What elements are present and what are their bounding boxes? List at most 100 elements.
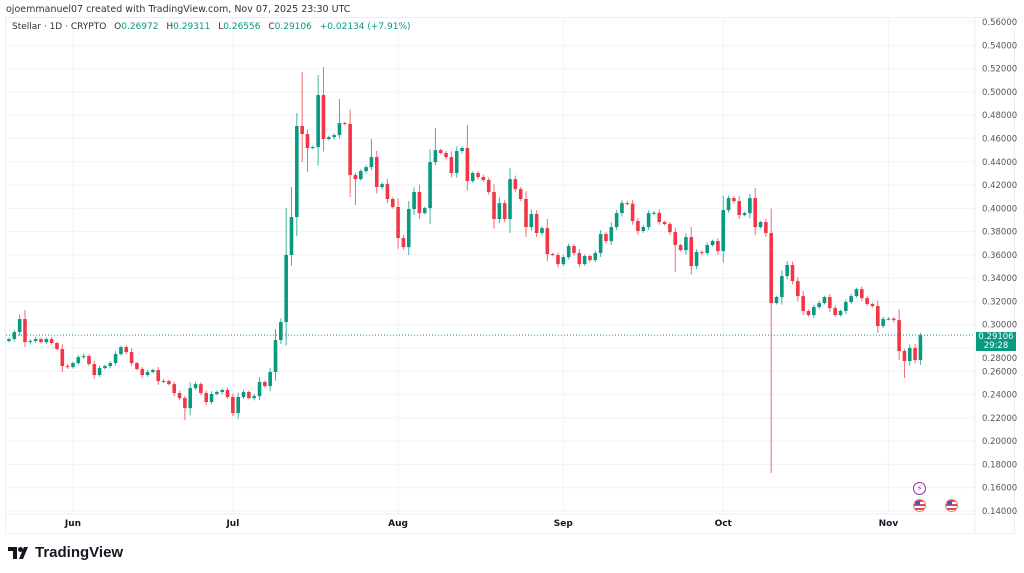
candle [774, 295, 779, 305]
candle-body [662, 222, 667, 225]
candle [460, 146, 464, 154]
candle-body [732, 198, 736, 202]
candle [689, 226, 694, 275]
price-tick-label: 0.36000 [982, 251, 1017, 261]
lightning-icon[interactable]: ⚡ [913, 482, 926, 495]
candle [129, 348, 134, 367]
candle [236, 392, 240, 419]
candle [342, 121, 347, 126]
candle [780, 270, 784, 305]
candle-body [364, 167, 368, 172]
candle [796, 276, 800, 302]
candle [668, 221, 672, 235]
candle [550, 252, 555, 257]
candle [428, 149, 432, 225]
candle [833, 305, 837, 318]
candle-body [135, 363, 139, 370]
candle-body [44, 339, 49, 343]
candle-body [710, 241, 715, 246]
candle-body [374, 157, 379, 188]
candle [124, 345, 129, 355]
candle-body [215, 392, 219, 395]
candle [55, 341, 59, 351]
candle [764, 218, 768, 237]
price-tick-label: 0.54000 [982, 41, 1017, 51]
candle [17, 314, 22, 336]
candle [582, 254, 587, 266]
candle [881, 316, 885, 328]
candle [875, 300, 880, 333]
us-flag-icon[interactable] [945, 499, 958, 512]
candle-body [806, 311, 811, 316]
candle [332, 133, 336, 140]
candle [65, 363, 70, 369]
candle-body [225, 390, 230, 398]
candle [135, 361, 139, 371]
candle-body [881, 319, 885, 327]
candle [87, 354, 91, 366]
high-value: 0.29311 [173, 22, 211, 32]
candle [716, 238, 720, 255]
candle-body [673, 232, 678, 246]
candle-body [236, 397, 240, 414]
candle-body [257, 382, 262, 397]
candle-body [279, 322, 283, 341]
candle-body [156, 370, 161, 382]
candle-body [598, 234, 603, 254]
candle [502, 199, 507, 223]
candle-body [476, 173, 480, 178]
candle-body [470, 173, 475, 182]
candle [311, 145, 315, 150]
candle [401, 234, 406, 250]
candle-body [385, 184, 390, 200]
candle [225, 387, 230, 399]
candle-body [828, 297, 832, 309]
candle [545, 219, 550, 262]
candle-body [572, 246, 576, 254]
candle-body [33, 339, 38, 342]
candle-body [646, 213, 651, 228]
candle [215, 390, 219, 396]
candle-body [449, 157, 454, 174]
candle [188, 382, 193, 416]
candle-body [716, 241, 720, 252]
candle-body [668, 224, 672, 233]
candle [353, 172, 358, 206]
candle-body [822, 297, 827, 304]
price-tick-label: 0.24000 [982, 391, 1017, 401]
candle-body [891, 318, 896, 321]
tradingview-logo: TradingView [8, 544, 123, 561]
bar-countdown: 29:28 [983, 341, 1009, 351]
candle [518, 187, 523, 202]
time-axis: Jun Jul Aug Sep Oct Nov [64, 519, 898, 529]
candle-body [801, 296, 805, 311]
candle-body [540, 228, 544, 234]
candle-body [103, 366, 107, 369]
candle [492, 184, 496, 229]
candle-body [12, 332, 17, 340]
candle [316, 75, 320, 166]
candle [305, 129, 310, 173]
candle-body [817, 303, 821, 308]
candle [28, 339, 33, 345]
candle [295, 113, 299, 237]
candle-body [369, 157, 374, 168]
candle [726, 195, 731, 213]
candle [412, 187, 416, 215]
candle [268, 368, 272, 392]
candle-body [28, 341, 33, 343]
candle-body [97, 368, 102, 376]
us-flag-icon[interactable] [913, 499, 926, 512]
candle-body [524, 199, 528, 228]
candle [449, 151, 454, 178]
candle-body [636, 221, 640, 232]
candle [652, 210, 656, 216]
candle [7, 337, 11, 343]
candle [870, 302, 875, 308]
candle [49, 336, 54, 345]
candle [625, 200, 630, 206]
candle-body [92, 364, 97, 376]
candle-body [7, 339, 11, 342]
candle [97, 365, 102, 377]
